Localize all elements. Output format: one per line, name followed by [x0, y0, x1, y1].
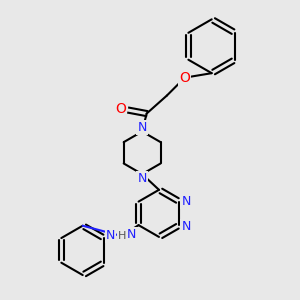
Text: N: N: [106, 229, 116, 242]
Text: N: N: [182, 195, 191, 208]
Text: N: N: [137, 172, 147, 185]
Text: H: H: [118, 231, 126, 242]
Text: N: N: [127, 228, 136, 241]
Text: N: N: [137, 121, 147, 134]
Text: O: O: [179, 71, 190, 85]
Text: N: N: [182, 220, 191, 233]
Text: O: O: [116, 102, 126, 116]
